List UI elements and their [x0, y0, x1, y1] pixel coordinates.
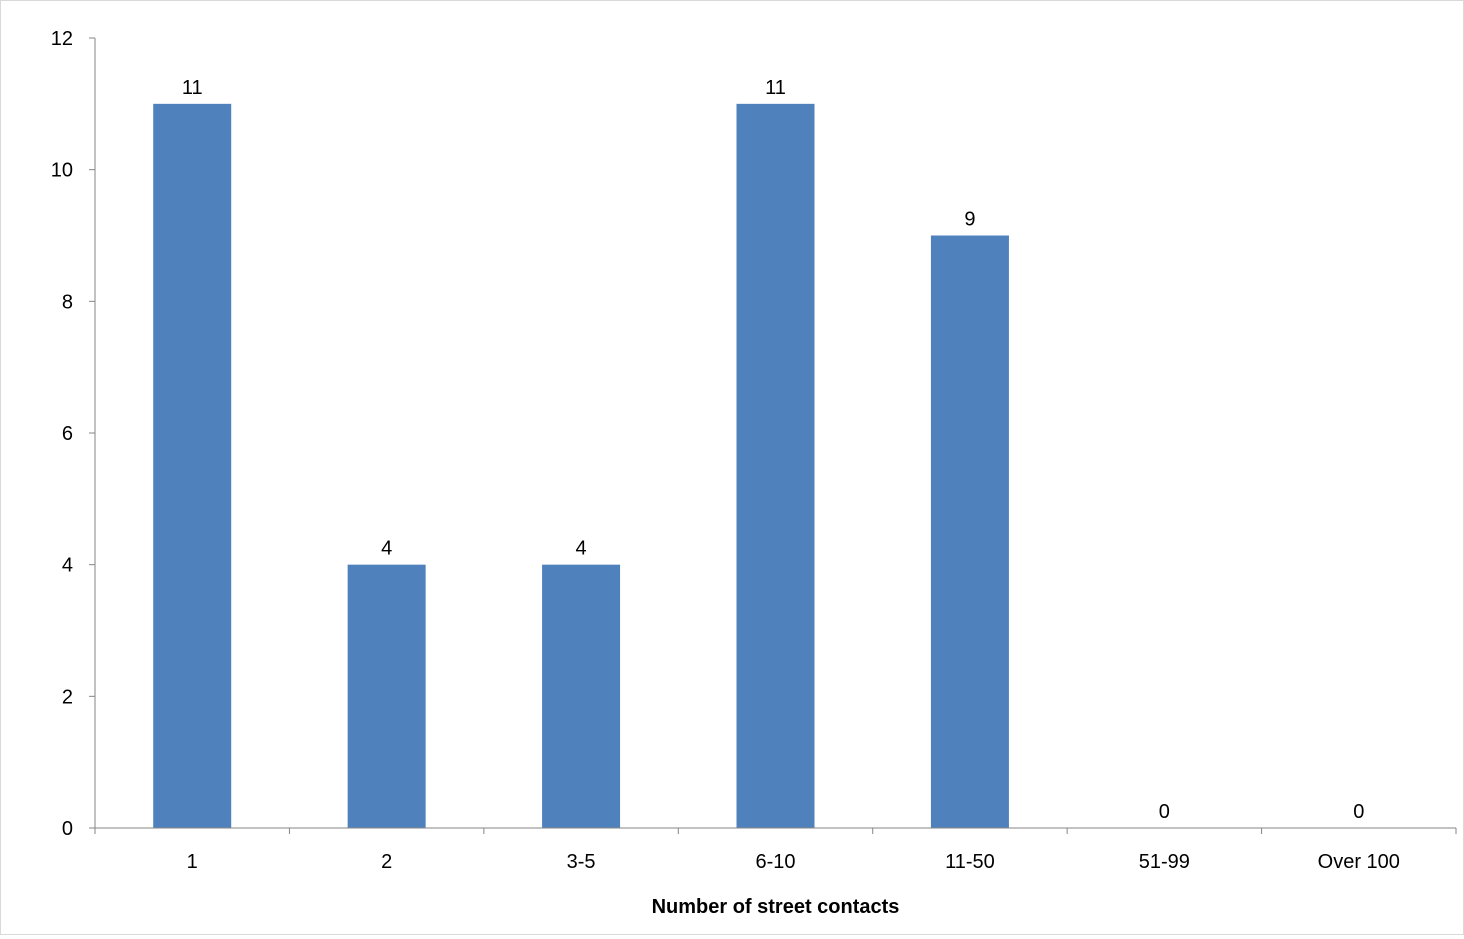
bar: [930, 235, 1009, 828]
x-tick-label: 11-50: [945, 851, 995, 873]
y-tick-label: 2: [62, 686, 73, 708]
bar-data-label: 9: [964, 209, 975, 231]
bar: [347, 564, 426, 828]
bar: [736, 103, 815, 829]
bar-data-label: 0: [1159, 801, 1170, 823]
y-tick-label: 12: [51, 28, 73, 50]
bars: [153, 103, 1009, 829]
y-tick-label: 6: [62, 423, 73, 445]
bar-data-label: 11: [765, 77, 786, 99]
x-tick-label: 1: [187, 851, 198, 873]
x-tick-label: Over 100: [1318, 851, 1400, 873]
data-labels: 11 4 4 11 9 0 0: [182, 77, 1365, 823]
y-tick-label: 8: [62, 291, 73, 313]
bar-data-label: 0: [1353, 801, 1364, 823]
x-tick-label: 6-10: [755, 851, 795, 873]
y-axis-ticks: 0 2 4 6 8 10 12: [51, 28, 95, 840]
bar-data-label: 4: [576, 538, 587, 560]
bar-data-label: 11: [182, 77, 203, 99]
bar-data-label: 4: [381, 538, 392, 560]
x-tick-label: 2: [381, 851, 392, 873]
y-tick-label: 10: [51, 160, 73, 182]
x-tick-label: 3-5: [567, 851, 596, 873]
y-tick-label: 0: [62, 818, 73, 840]
y-tick-label: 4: [62, 555, 73, 577]
x-tick-label: 51-99: [1139, 851, 1190, 873]
bar: [153, 103, 232, 829]
x-axis-title: Number of street contacts: [652, 896, 900, 918]
x-axis-ticks: 1 2 3-5 6-10 11-50 51-99 Over 100: [94, 828, 1457, 873]
bar: [542, 564, 621, 828]
